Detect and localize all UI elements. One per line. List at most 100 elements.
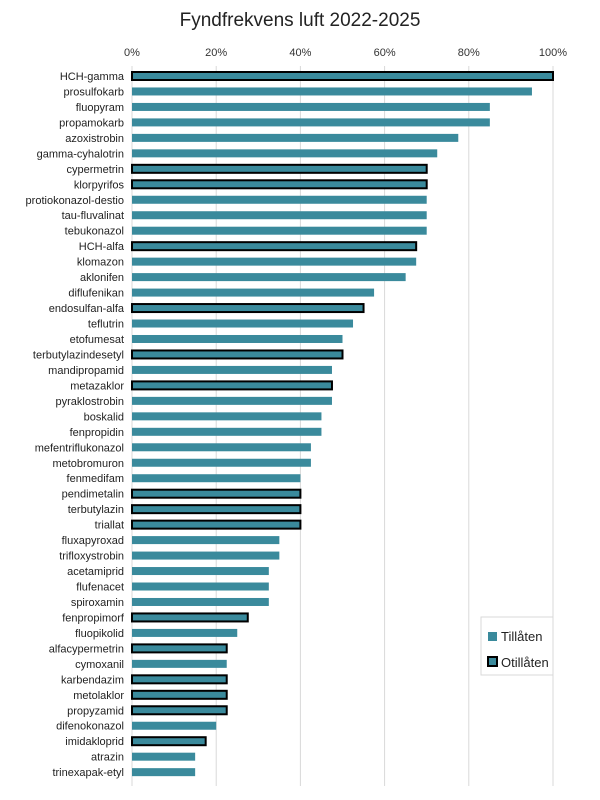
bar-gamma-cyhalotrin <box>132 149 438 158</box>
category-label: terbutylazindesetyl <box>33 349 124 361</box>
category-label: mefentriflukonazol <box>35 442 124 454</box>
bar-endosulfan-alfa <box>131 303 365 314</box>
bar-mefentriflukonazol <box>132 443 311 452</box>
category-label: HCH-alfa <box>79 241 125 253</box>
category-label: boskalid <box>84 411 124 423</box>
legend-swatch-allowed <box>488 632 497 641</box>
bar-tau-fluvalinat <box>132 211 427 220</box>
category-label: gamma-cyhalotrin <box>37 148 124 160</box>
x-tick-label: 60% <box>374 47 396 59</box>
category-label: klorpyrifos <box>74 179 125 191</box>
category-label: propamokarb <box>59 117 124 129</box>
bar-triallat <box>131 519 302 530</box>
category-label: spiroxamin <box>71 597 124 609</box>
legend-label-forbidden: Otillåten <box>501 655 549 670</box>
x-tick-label: 0% <box>124 47 140 59</box>
category-label: cymoxanil <box>75 659 124 671</box>
category-label: alfacypermetrin <box>49 643 124 655</box>
bar-protiokonazol-destio <box>132 195 427 204</box>
category-label: fluxapyroxad <box>62 535 124 547</box>
category-label: fenpropidin <box>70 427 124 439</box>
category-label: cypermetrin <box>67 164 124 176</box>
category-label: flufenacet <box>76 582 124 594</box>
category-label: imidakloprid <box>65 736 124 748</box>
category-label: pyraklostrobin <box>56 396 124 408</box>
category-label: metolaklor <box>73 690 124 702</box>
category-label: protiokonazol-destio <box>26 195 124 207</box>
x-tick-label: 40% <box>289 47 311 59</box>
category-label: trifloxystrobin <box>59 551 124 563</box>
category-label: tau-fluvalinat <box>62 210 124 222</box>
bar-cypermetrin <box>131 163 428 174</box>
x-tick-label: 80% <box>458 47 480 59</box>
bar-metobromuron <box>132 458 311 467</box>
category-label: tebukonazol <box>65 226 124 238</box>
category-label: triallat <box>95 520 124 532</box>
bar-spiroxamin <box>132 597 269 606</box>
bar-metazaklor <box>131 380 333 391</box>
category-label: teflutrin <box>88 319 124 331</box>
bar-cymoxanil <box>132 659 227 668</box>
category-label: diflufenikan <box>68 288 124 300</box>
bar-terbutylazin <box>131 504 302 515</box>
bar-azoxistrobin <box>132 133 459 142</box>
category-label: trinexapak-etyl <box>52 767 124 779</box>
bar-HCH-alfa <box>131 241 418 252</box>
bar-acetamiprid <box>132 567 269 576</box>
category-label: acetamiprid <box>67 566 124 578</box>
category-label: etofumesat <box>70 334 124 346</box>
category-label: fluopikolid <box>75 628 124 640</box>
bar-terbutylazindesetyl <box>131 349 344 360</box>
category-label: endosulfan-alfa <box>49 303 125 315</box>
legend: Tillåten Otillåten <box>480 616 554 676</box>
category-label: pendimetalin <box>62 489 124 501</box>
category-labels: HCH-gamma prosulfokarb fluopyram propamokar… <box>26 71 125 779</box>
category-label: klomazon <box>77 257 124 269</box>
category-label: atrazin <box>91 752 124 764</box>
bar-metolaklor <box>131 689 228 700</box>
category-label: azoxistrobin <box>65 133 124 145</box>
category-label: metobromuron <box>52 458 124 470</box>
category-label: karbendazim <box>61 674 124 686</box>
chart-title: Fyndfrekvens luft 2022-2025 <box>179 10 421 31</box>
bar-klorpyrifos <box>131 179 428 190</box>
category-label: prosulfokarb <box>63 86 124 98</box>
category-label: HCH-gamma <box>60 71 125 83</box>
legend-swatch-forbidden <box>487 656 498 667</box>
bar-mandipropamid <box>132 365 332 374</box>
bar-fluopikolid <box>132 628 238 637</box>
bar-fluxapyroxad <box>132 536 280 545</box>
bar-klomazon <box>132 257 417 266</box>
bar-fenmedifam <box>132 474 301 483</box>
bar-diflufenikan <box>132 288 375 297</box>
bar-atrazin <box>132 752 196 761</box>
x-tick-label: 100% <box>539 47 567 59</box>
bar-trifloxystrobin <box>132 551 280 560</box>
bar-tebukonazol <box>132 226 427 235</box>
category-label: aklonifen <box>80 272 124 284</box>
bar-alfacypermetrin <box>131 643 228 654</box>
category-label: fluopyram <box>76 102 124 114</box>
bar-trinexapak-etyl <box>132 768 196 777</box>
bar-difenokonazol <box>132 721 217 730</box>
bar-prosulfokarb <box>132 87 532 96</box>
bar-pendimetalin <box>131 488 302 499</box>
x-axis-ticks: 0% 20% 40% 60% 80% 100% <box>124 47 567 59</box>
bar-imidakloprid <box>131 736 207 747</box>
legend-label-allowed: Tillåten <box>501 629 542 644</box>
bar-fenpropidin <box>132 427 322 436</box>
bar-pyraklostrobin <box>132 396 332 405</box>
bar-etofumesat <box>132 334 343 343</box>
bar-fluopyram <box>132 102 490 111</box>
bar-fenpropimorf <box>131 612 249 623</box>
category-label: difenokonazol <box>56 721 124 733</box>
category-label: terbutylazin <box>68 504 124 516</box>
category-label: propyzamid <box>67 705 124 717</box>
x-tick-label: 20% <box>205 47 227 59</box>
bar-boskalid <box>132 412 322 421</box>
bar-HCH-gamma <box>131 71 554 81</box>
bar-karbendazim <box>131 674 228 685</box>
bars <box>131 71 554 777</box>
category-label: fenpropimorf <box>62 612 125 624</box>
